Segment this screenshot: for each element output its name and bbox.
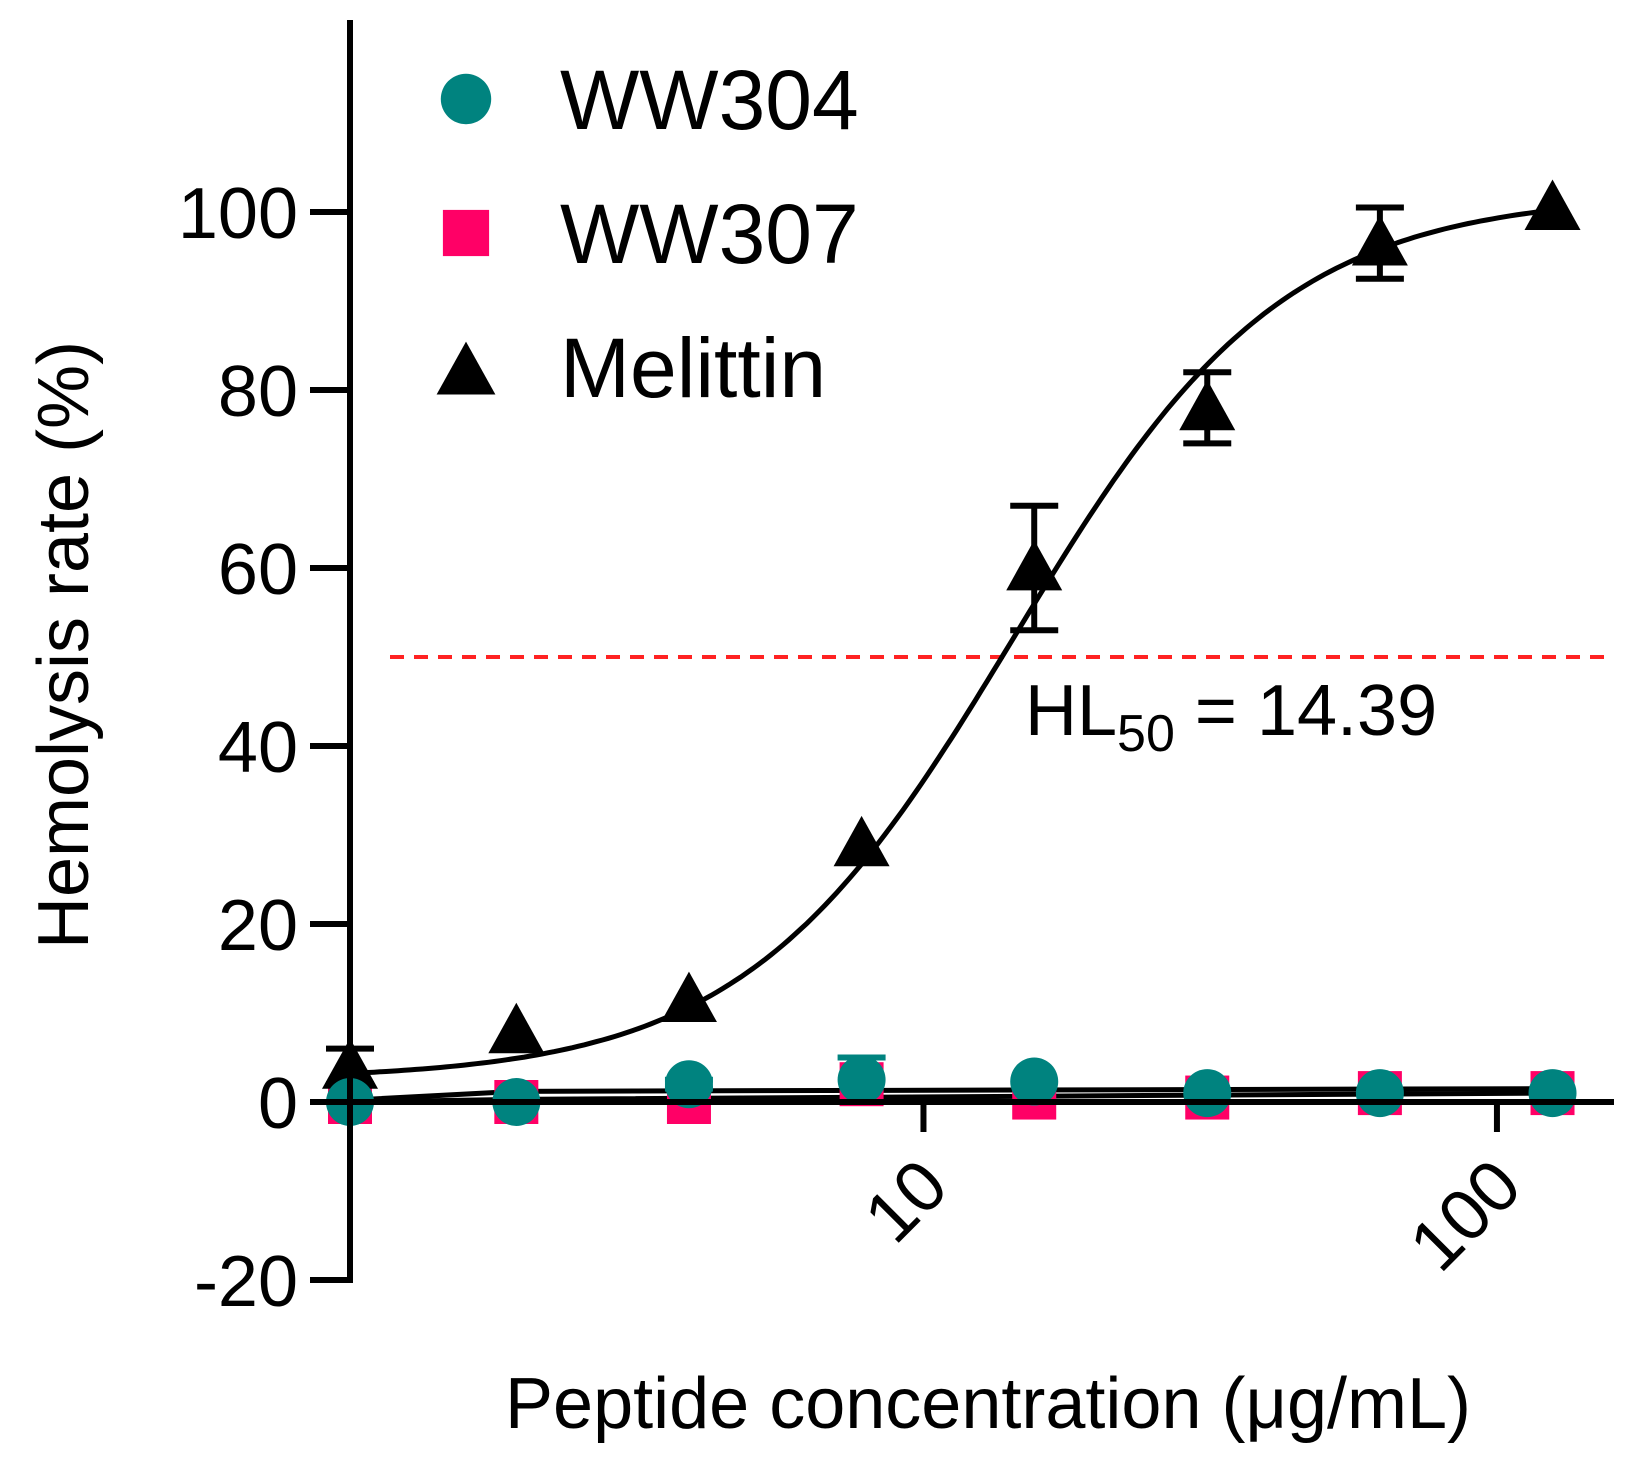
y-tick-label: 100 (178, 174, 298, 254)
y-tick-label: -20 (194, 1242, 298, 1322)
point-melittin (1351, 215, 1408, 266)
point-melittin (1524, 179, 1581, 230)
y-tick-label: 40 (218, 708, 298, 788)
y-tick-label: 20 (218, 886, 298, 966)
x-tick-label: 10 (850, 1145, 963, 1258)
y-tick-label: 80 (218, 352, 298, 432)
point-ww304 (837, 1055, 886, 1104)
point-ww304 (664, 1060, 713, 1109)
legend-label-melittin: Melittin (560, 321, 826, 415)
hl50-annotation: HL50 = 14.39 (1025, 671, 1437, 763)
point-melittin (833, 815, 890, 867)
y-tick-label: 0 (258, 1064, 298, 1144)
point-melittin (1006, 540, 1063, 591)
point-ww304 (1183, 1069, 1232, 1118)
point-ww304 (1528, 1069, 1577, 1118)
legend-label-ww304: WW304 (560, 53, 859, 147)
legend-marker-ww307 (442, 209, 490, 257)
point-melittin (660, 971, 717, 1023)
legend: WW304 WW307 Melittin (436, 53, 859, 415)
y-tick-label: 60 (218, 530, 298, 610)
point-melittin (1179, 379, 1236, 431)
hl50-value: = 14.39 (1175, 671, 1437, 751)
plot-area (322, 179, 1614, 1126)
hl50-label: HL (1025, 671, 1117, 751)
legend-marker-ww304 (440, 73, 492, 125)
legend-marker-melittin (436, 341, 496, 395)
fit-curve-melittin (349, 207, 1553, 1076)
legend-label-ww307: WW307 (560, 187, 859, 281)
point-melittin (488, 1002, 545, 1054)
hl50-subscript: 50 (1117, 705, 1175, 763)
x-axis-title: Peptide concentration (μg/mL) (505, 1364, 1471, 1444)
x-tick-label: 100 (1395, 1145, 1537, 1287)
y-axis-title: Hemolysis rate (%) (24, 341, 104, 949)
point-ww304 (1010, 1057, 1059, 1106)
point-ww304 (1355, 1069, 1404, 1118)
